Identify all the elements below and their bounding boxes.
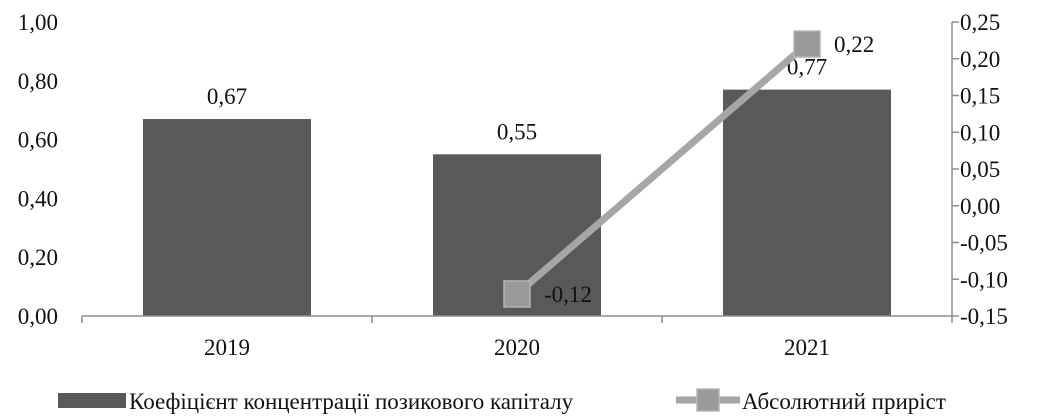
line-value-label: 0,22 xyxy=(834,32,874,57)
right-axis: -0,15 -0,10 -0,05 0,00 0,05 0,10 0,15 0,20 0,25 xyxy=(951,10,1008,329)
x-axis-tick-label: 2019 xyxy=(204,335,250,360)
x-axis-tick-label: 2021 xyxy=(784,335,830,360)
x-axis: 2019 2020 2021 xyxy=(81,315,953,360)
bar-series: 0,670,550,77 xyxy=(143,55,891,317)
right-axis-tick-label: 0,05 xyxy=(960,157,1000,182)
right-axis-tick-label: -0,05 xyxy=(960,231,1008,256)
bar-value-label: 0,67 xyxy=(207,84,247,109)
legend-label-bar: Коефіцієнт концентрації позикового капіт… xyxy=(129,389,574,414)
line-path xyxy=(514,41,810,297)
legend-swatch-marker xyxy=(696,388,720,412)
x-axis-tick-label: 2020 xyxy=(494,335,540,360)
right-axis-tick-label: -0,15 xyxy=(960,304,1008,329)
right-axis-tick-label: 0,10 xyxy=(960,120,1000,145)
left-axis-tick-label: 0,60 xyxy=(18,128,58,153)
line-marker xyxy=(503,280,531,308)
right-axis-tick-label: 0,15 xyxy=(960,84,1000,109)
left-axis-tick-label: 0,80 xyxy=(18,69,58,94)
right-axis-tick-label: 0,20 xyxy=(960,47,1000,72)
left-axis-tick-label: 0,40 xyxy=(18,186,58,211)
bar-value-label: 0,55 xyxy=(497,119,537,144)
line-marker xyxy=(793,30,821,58)
bar xyxy=(143,119,311,317)
legend: Коефіцієнт концентрації позикового капіт… xyxy=(58,388,946,414)
left-axis-tick-label: 0,00 xyxy=(18,304,58,329)
line-series: -0,12 0,22 xyxy=(503,30,874,308)
legend-swatch-bar xyxy=(58,393,126,408)
bar xyxy=(723,89,891,317)
right-axis-tick-label: 0,25 xyxy=(960,10,1000,35)
left-axis-tick-label: 0,20 xyxy=(18,245,58,270)
right-axis-tick-label: -0,10 xyxy=(960,267,1008,292)
left-axis-tick-label: 1,00 xyxy=(18,10,58,35)
right-axis-tick-label: 0,00 xyxy=(960,194,1000,219)
legend-label-line: Абсолютний приріст xyxy=(742,389,946,414)
line-value-label: -0,12 xyxy=(544,282,592,307)
left-axis: 0,00 0,20 0,40 0,60 0,80 1,00 xyxy=(18,10,58,329)
